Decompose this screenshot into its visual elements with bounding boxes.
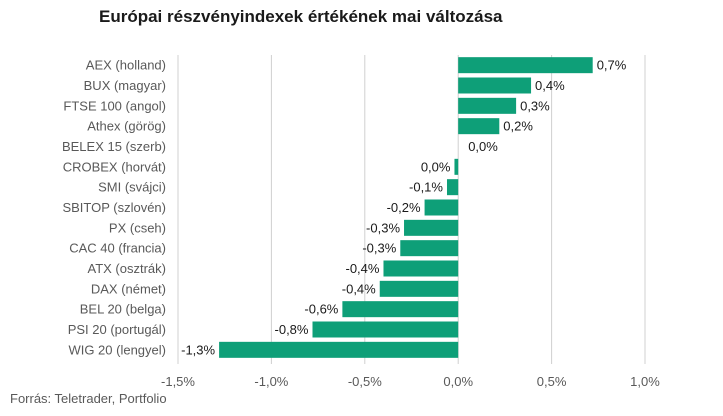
bar: [400, 240, 459, 257]
category-label: CAC 40 (francia): [69, 241, 166, 256]
category-labels: AEX (holland) BUX (magyar) FTSE 100 (angol…: [62, 58, 166, 358]
data-label: 0,2%: [503, 119, 533, 134]
category-label: PX (cseh): [109, 220, 166, 235]
data-label: 0,7%: [597, 58, 627, 73]
category-label: FTSE 100 (angol): [63, 98, 166, 113]
bar: [312, 321, 459, 338]
category-label: SBITOP (szlovén): [62, 200, 166, 215]
value-labels: 0,7% 0,4% 0,3% 0,2% 0,0% 0,0% -0,1% -0,2% -0,3% -…: [181, 58, 627, 358]
data-label: -0,6%: [304, 302, 338, 317]
source-note: Forrás: Teletrader, Portfolio: [10, 391, 167, 406]
x-tick-label: -0,5%: [348, 374, 382, 389]
data-label: -0,1%: [409, 180, 443, 195]
data-label: 0,0%: [421, 159, 451, 174]
x-axis-tick-labels: -1,5% -1,0% -0,5% 0,0% 0,5% 1,0%: [161, 374, 660, 389]
data-label: 0,0%: [468, 139, 498, 154]
category-label: PSI 20 (portugál): [68, 322, 166, 337]
x-tick-label: -1,5%: [161, 374, 195, 389]
data-label: -0,4%: [346, 261, 380, 276]
category-label: WIG 20 (lengyel): [68, 342, 166, 357]
data-label: -1,3%: [181, 342, 215, 357]
category-label: BEL 20 (belga): [80, 302, 166, 317]
bar: [404, 219, 459, 236]
data-label: 0,4%: [535, 78, 565, 93]
bar: [454, 158, 459, 175]
x-tick-label: 0,0%: [443, 374, 473, 389]
x-tick-label: 1,0%: [630, 374, 660, 389]
bar: [458, 97, 517, 114]
bar: [379, 280, 459, 297]
bar: [342, 301, 459, 318]
bar: [424, 199, 459, 216]
category-label: BUX (magyar): [84, 78, 166, 93]
category-label: Athex (görög): [87, 119, 166, 134]
category-label: BELEX 15 (szerb): [62, 139, 166, 154]
data-label: -0,8%: [275, 322, 309, 337]
data-label: -0,4%: [342, 281, 376, 296]
bar: [383, 260, 459, 277]
data-label: -0,3%: [366, 220, 400, 235]
x-tick-label: 0,5%: [537, 374, 567, 389]
data-label: -0,3%: [362, 241, 396, 256]
chart-title: Európai részvényindexek értékének mai vá…: [99, 7, 503, 26]
data-label: 0,3%: [520, 98, 550, 113]
bar: [458, 77, 532, 94]
data-label: -0,2%: [387, 200, 421, 215]
bar: [458, 57, 593, 74]
category-label: SMI (svájci): [98, 180, 166, 195]
x-tick-label: -1,0%: [254, 374, 288, 389]
category-label: AEX (holland): [86, 58, 166, 73]
category-label: ATX (osztrák): [88, 261, 167, 276]
bar: [458, 118, 500, 135]
category-label: CROBEX (horvát): [63, 159, 166, 174]
bars: [219, 57, 593, 358]
bar: [219, 341, 459, 358]
bar: [446, 179, 459, 196]
category-label: DAX (német): [91, 281, 166, 296]
